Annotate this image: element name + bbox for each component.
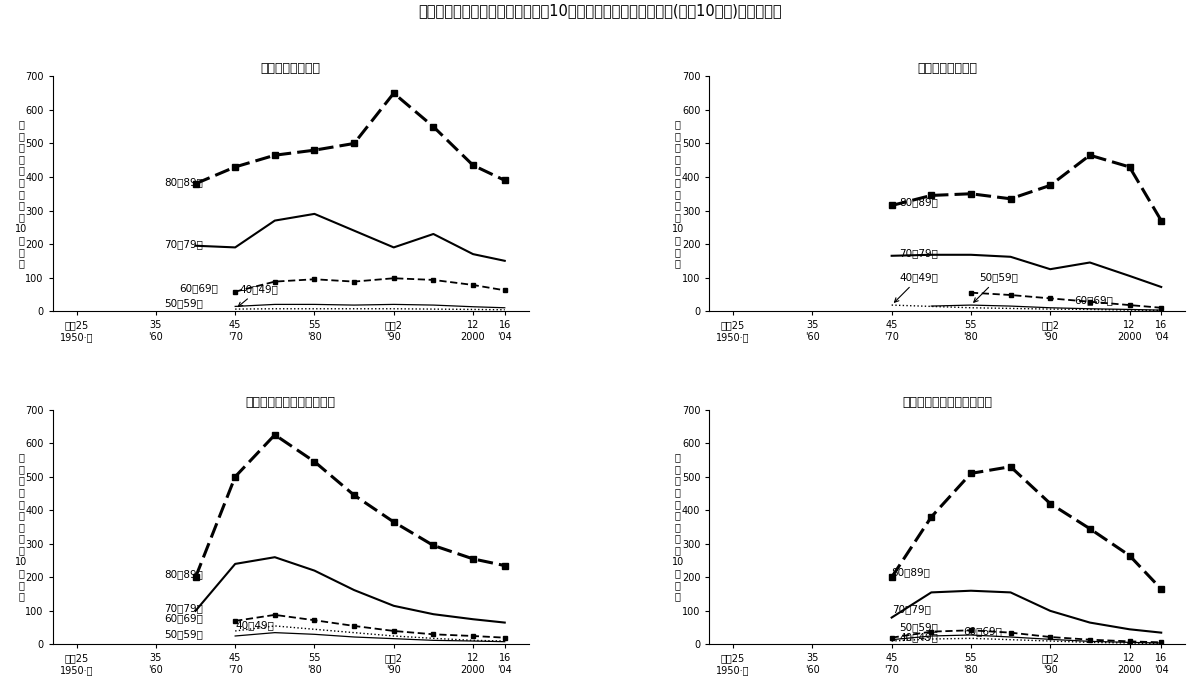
Y-axis label: 粗
死
亡
率
（
女
子
人
口
10
万
対
）: 粗 死 亡 率 （ 女 子 人 口 10 万 対 ） bbox=[672, 453, 684, 602]
Text: 80〜89歳: 80〜89歳 bbox=[892, 567, 930, 578]
Text: 60〜69歳: 60〜69歳 bbox=[180, 284, 218, 293]
Text: 70〜79歳: 70〜79歳 bbox=[892, 604, 930, 614]
Text: 40〜49歳: 40〜49歳 bbox=[239, 284, 278, 306]
Text: 80〜89歳: 80〜89歳 bbox=[900, 197, 938, 207]
Text: 60〜69歳: 60〜69歳 bbox=[164, 613, 203, 623]
Text: 80〜89歳: 80〜89歳 bbox=[164, 569, 203, 579]
Text: 60〜69歳: 60〜69歳 bbox=[964, 627, 1002, 637]
Text: 60〜69歳: 60〜69歳 bbox=[1074, 295, 1112, 306]
Text: 40〜49歳: 40〜49歳 bbox=[900, 633, 938, 642]
Text: 80〜89歳: 80〜89歳 bbox=[164, 177, 203, 187]
Y-axis label: 粗
死
亡
率
（
男
子
人
口
10
万
対
）: 粗 死 亡 率 （ 男 子 人 口 10 万 対 ） bbox=[14, 453, 28, 602]
Title: 急性心筋梗塞－女: 急性心筋梗塞－女 bbox=[917, 62, 977, 75]
Title: その他の虚血性心疾患－女: その他の虚血性心疾患－女 bbox=[902, 395, 992, 408]
Text: 50〜59歳: 50〜59歳 bbox=[973, 273, 1018, 302]
Text: 図５　心疾患の病類・性・年齢（10歳階級）別にみた粗死亡率(人口10万対)の年次推移: 図５ 心疾患の病類・性・年齢（10歳階級）別にみた粗死亡率(人口10万対)の年次… bbox=[418, 3, 782, 19]
Text: 70〜79歳: 70〜79歳 bbox=[164, 239, 203, 249]
Title: 急性心筋梗塞－男: 急性心筋梗塞－男 bbox=[260, 62, 320, 75]
Text: 70〜79歳: 70〜79歳 bbox=[900, 248, 938, 258]
Y-axis label: 粗
死
亡
率
（
男
子
人
口
10
万
対
）: 粗 死 亡 率 （ 男 子 人 口 10 万 対 ） bbox=[14, 119, 28, 268]
Text: 40〜49歳: 40〜49歳 bbox=[894, 273, 938, 302]
Text: 40〜49歳: 40〜49歳 bbox=[235, 620, 274, 630]
Title: その他の虚血性心疾患－男: その他の虚血性心疾患－男 bbox=[246, 395, 336, 408]
Y-axis label: 粗
死
亡
率
（
女
子
人
口
10
万
対
）: 粗 死 亡 率 （ 女 子 人 口 10 万 対 ） bbox=[672, 119, 684, 268]
Text: 50〜59歳: 50〜59歳 bbox=[164, 298, 203, 308]
Text: 70〜79歳: 70〜79歳 bbox=[164, 604, 203, 613]
Text: 50〜59歳: 50〜59歳 bbox=[164, 629, 203, 640]
Text: 50〜59歳: 50〜59歳 bbox=[900, 622, 938, 632]
